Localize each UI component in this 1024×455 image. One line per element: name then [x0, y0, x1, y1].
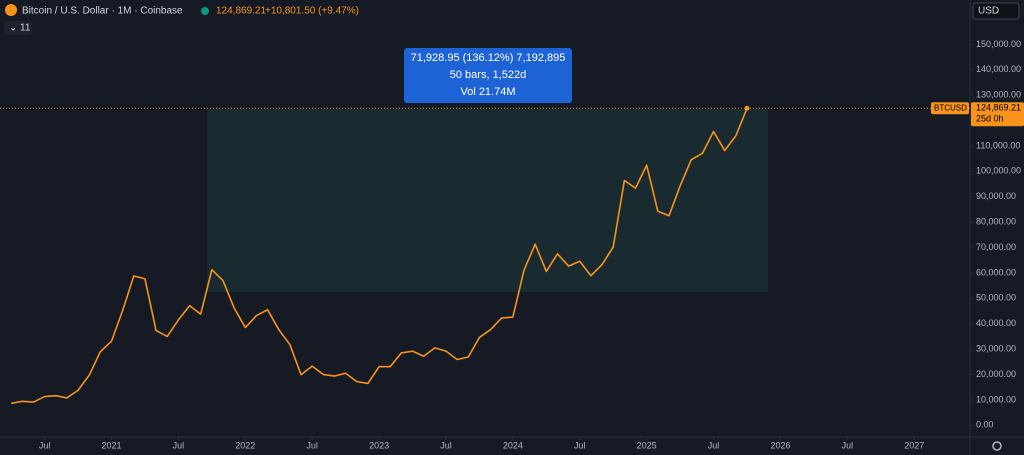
- x-tick-label: Jul: [708, 440, 720, 450]
- measure-volume: Vol 21.74M: [460, 86, 515, 98]
- last-price: 124,869.21: [216, 6, 266, 17]
- y-tick-label: 10,000.00: [976, 394, 1016, 404]
- measure-change: 71,928.95 (136.12%) 7,192,895: [411, 52, 566, 64]
- y-tick-label: 60,000.00: [976, 267, 1016, 277]
- x-tick-label: 2026: [770, 440, 790, 450]
- x-tick-label: 2025: [637, 440, 657, 450]
- x-tick-label: Jul: [842, 440, 854, 450]
- x-tick-label: 2021: [101, 440, 121, 450]
- symbol-tag-label: BTCUSD: [934, 103, 967, 112]
- y-tick-label: 20,000.00: [976, 369, 1016, 379]
- x-tick-label: Jul: [306, 440, 318, 450]
- x-tick-label: 2027: [904, 440, 924, 450]
- y-tick-label: 90,000.00: [976, 191, 1016, 201]
- symbol-title: Bitcoin / U.S. Dollar · 1M · Coinbase: [22, 6, 183, 17]
- countdown: 25d 0h: [976, 114, 1004, 124]
- indicator-count: 11: [20, 23, 31, 34]
- measure-box: [404, 48, 572, 103]
- symbol-tag: [931, 102, 969, 115]
- coin-icon: [5, 4, 17, 16]
- plot: [11, 107, 748, 405]
- measure-area: [207, 109, 768, 292]
- y-tick-label: 0.00: [976, 420, 994, 430]
- price-tag: [971, 102, 1024, 127]
- y-tick-label: 100,000.00: [976, 166, 1021, 176]
- last-point: [744, 105, 750, 111]
- x-tick-label: 2022: [235, 440, 255, 450]
- chevron: ⌄: [9, 23, 17, 34]
- y-tick-label: 80,000.00: [976, 217, 1016, 227]
- y-tick-label: 150,000.00: [976, 39, 1021, 49]
- price-change: +10,801.50 (+9.47%): [265, 6, 359, 17]
- y-tick-label: 50,000.00: [976, 293, 1016, 303]
- x-tick-label: Jul: [440, 440, 452, 450]
- x-tick-label: 2024: [503, 440, 523, 450]
- y-tick-label: 140,000.00: [976, 64, 1021, 74]
- x-tick-label: Jul: [574, 440, 586, 450]
- y-tick-label: 130,000.00: [976, 90, 1021, 100]
- price-tag-label: 124,869.21: [976, 103, 1021, 113]
- y-tick-label: 30,000.00: [976, 343, 1016, 353]
- y-tick-label: 110,000.00: [976, 140, 1020, 150]
- y-tick-label: 70,000.00: [976, 242, 1016, 252]
- indicators-toggle[interactable]: [4, 21, 32, 35]
- currency[interactable]: USD: [978, 6, 999, 17]
- y-tick-label: 40,000.00: [976, 318, 1016, 328]
- currency-button[interactable]: [972, 2, 1020, 20]
- settings[interactable]: [992, 441, 1002, 451]
- x-tick-label: 2023: [369, 440, 389, 450]
- x-tick-label: Jul: [173, 440, 185, 450]
- measure-bars: 50 bars, 1,522d: [450, 69, 526, 81]
- price-line: [11, 107, 748, 405]
- market-status[interactable]: [201, 7, 209, 15]
- x-tick-label: Jul: [39, 440, 51, 450]
